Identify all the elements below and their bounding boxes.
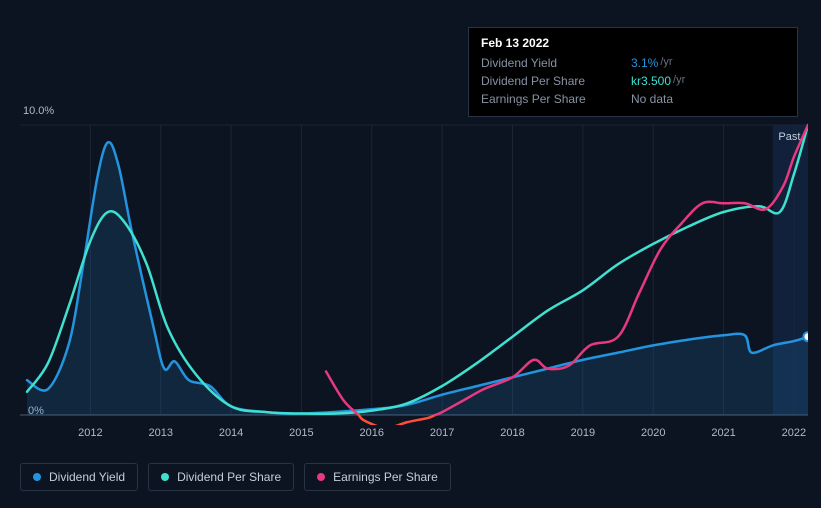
- x-tick-label: 2018: [500, 427, 524, 439]
- tooltip-value: No data: [631, 92, 673, 106]
- tooltip-value: 3.1%: [631, 56, 658, 70]
- legend-item-earnings-per-share[interactable]: Earnings Per Share: [304, 463, 451, 491]
- legend-item-dividend-yield[interactable]: Dividend Yield: [20, 463, 138, 491]
- legend-label: Earnings Per Share: [333, 470, 438, 484]
- tooltip-suffix: /yr: [673, 74, 685, 88]
- legend-dot: [161, 473, 169, 481]
- x-tick-label: 2019: [571, 427, 595, 439]
- legend-label: Dividend Per Share: [177, 470, 281, 484]
- legend-label: Dividend Yield: [49, 470, 125, 484]
- x-tick-label: 2013: [148, 427, 172, 439]
- tooltip-row: Dividend Yield 3.1% /yr: [481, 54, 785, 72]
- past-label: Past: [778, 131, 800, 143]
- legend-item-dividend-per-share[interactable]: Dividend Per Share: [148, 463, 294, 491]
- chart-tooltip: Feb 13 2022 Dividend Yield 3.1% /yr Divi…: [468, 27, 798, 117]
- x-tick-label: 2020: [641, 427, 665, 439]
- tooltip-row: Earnings Per Share No data: [481, 90, 785, 108]
- tooltip-label: Dividend Per Share: [481, 74, 631, 88]
- x-tick-label: 2014: [219, 427, 243, 439]
- legend-dot: [317, 473, 325, 481]
- legend: Dividend Yield Dividend Per Share Earnin…: [20, 463, 451, 491]
- chart-svg: [20, 105, 808, 425]
- chart-area: 10.0% 0% Past 20122013201420152016201720…: [20, 105, 808, 425]
- x-tick-label: 2012: [78, 427, 102, 439]
- tooltip-value: kr3.500: [631, 74, 671, 88]
- tooltip-label: Dividend Yield: [481, 56, 631, 70]
- tooltip-suffix: /yr: [660, 56, 672, 70]
- x-tick-label: 2017: [430, 427, 454, 439]
- x-tick-label: 2022: [782, 427, 806, 439]
- tooltip-row: Dividend Per Share kr3.500 /yr: [481, 72, 785, 90]
- tooltip-date: Feb 13 2022: [481, 36, 785, 50]
- tooltip-label: Earnings Per Share: [481, 92, 631, 106]
- legend-dot: [33, 473, 41, 481]
- x-tick-label: 2016: [360, 427, 384, 439]
- x-tick-label: 2015: [289, 427, 313, 439]
- x-tick-label: 2021: [711, 427, 735, 439]
